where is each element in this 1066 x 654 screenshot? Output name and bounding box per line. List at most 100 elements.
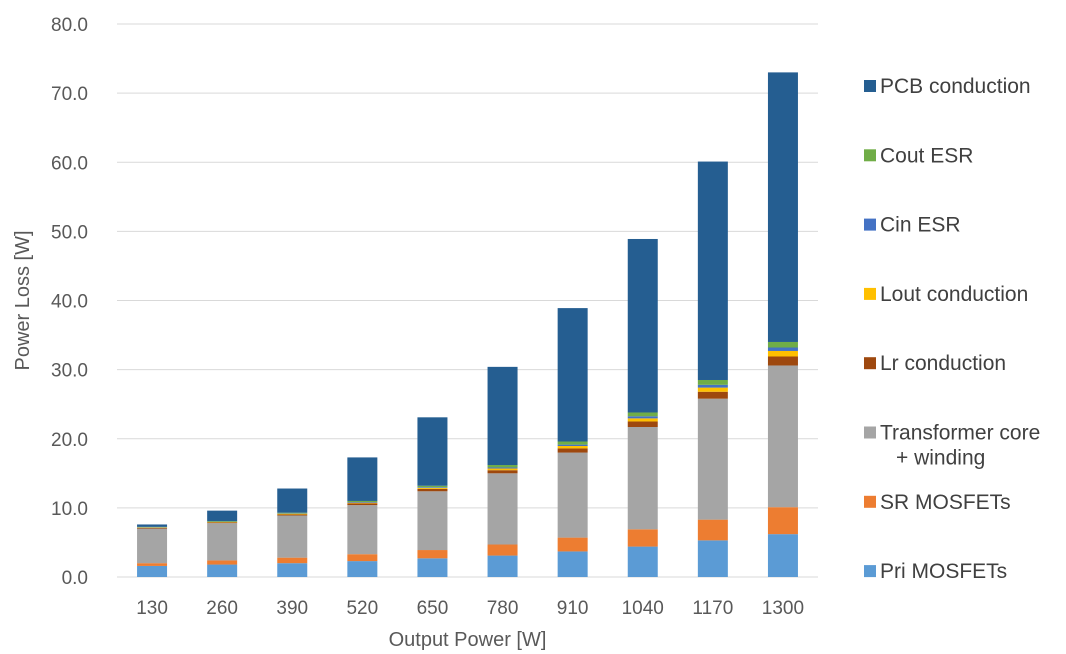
bar-segment — [487, 465, 518, 468]
legend-swatch — [864, 80, 876, 92]
bar-segment — [557, 448, 588, 453]
bar-segment — [487, 468, 518, 471]
x-tick-label: 1170 — [692, 598, 733, 619]
bar-segment — [417, 487, 448, 488]
bar-segment — [137, 524, 168, 527]
bar-segment — [697, 519, 728, 541]
bar-segment — [557, 444, 588, 447]
legend-item: Pri MOSFETs — [864, 560, 1007, 583]
bar-segment — [697, 161, 728, 380]
x-tick-label: 260 — [206, 598, 238, 619]
bar-segment — [627, 418, 658, 422]
legend-label: Cout ESR — [880, 144, 973, 167]
y-tick-label: 0.0 — [62, 568, 88, 589]
bar-segment — [767, 365, 798, 508]
bar-stack-130 — [137, 524, 168, 577]
x-axis-title: Output Power [W] — [389, 629, 547, 651]
bar-segment — [417, 491, 448, 551]
y-axis-title: Power Loss [W] — [12, 230, 34, 370]
legend-label: Transformer core + winding — [880, 422, 1040, 470]
bar-segment — [207, 510, 238, 522]
bar-segment — [277, 557, 308, 564]
bar-segment — [627, 426, 658, 530]
bar-segment — [207, 560, 238, 565]
bar-segment — [557, 446, 588, 449]
bar-segment — [627, 546, 658, 577]
y-tick-label: 60.0 — [51, 153, 88, 174]
bar-stack-780 — [487, 366, 518, 577]
bar-segment — [347, 505, 378, 555]
y-tick-label: 10.0 — [51, 499, 88, 520]
bar-segment — [767, 350, 798, 357]
bar-segment — [697, 391, 728, 399]
gridlines — [117, 23, 818, 578]
bar-segment — [137, 527, 168, 529]
legend-swatch — [864, 357, 876, 370]
x-tick-label: 520 — [346, 598, 378, 619]
bar-segment — [207, 521, 238, 522]
legend-item: Cin ESR — [864, 214, 961, 237]
bar-stack-1170 — [697, 161, 728, 577]
x-tick-label: 910 — [557, 598, 589, 619]
legend-item: PCB conduction — [864, 75, 1031, 98]
bar-segment — [767, 72, 798, 342]
bar-segment — [487, 555, 518, 577]
legend: PCB conduction Cout ESR Cin ESR Lout conduc… — [864, 75, 1040, 583]
x-tick-label: 650 — [417, 598, 449, 619]
bar-segment — [627, 412, 658, 417]
bar-segment — [207, 522, 238, 524]
y-tick-label: 70.0 — [51, 84, 88, 105]
legend-item: SR MOSFETs — [864, 491, 1011, 514]
bar-segment — [487, 470, 518, 474]
legend-item: Lout conduction — [864, 283, 1028, 306]
y-tick-label: 40.0 — [51, 292, 88, 313]
legend-swatch — [864, 149, 876, 162]
bar-segment — [207, 564, 238, 577]
legend-swatch — [864, 426, 876, 439]
legend-label: Pri MOSFETs — [880, 560, 1007, 583]
bar-segment — [767, 356, 798, 366]
bar-stack-260 — [207, 510, 238, 577]
bar-segment — [347, 502, 378, 504]
legend-item: Cout ESR — [864, 144, 973, 167]
legend-label: SR MOSFETs — [880, 491, 1011, 514]
bar-segment — [277, 563, 308, 577]
bar-segment — [277, 513, 308, 515]
bar-segment — [417, 487, 448, 489]
bar-segment — [277, 514, 308, 516]
legend-swatch — [864, 565, 876, 578]
bar-segment — [417, 485, 448, 488]
bar-stacks — [137, 72, 798, 577]
bar-segment — [347, 500, 378, 502]
bar-stack-520 — [347, 457, 378, 577]
bar-segment — [417, 417, 448, 486]
bar-segment — [347, 561, 378, 577]
legend-label: Lr conduction — [880, 352, 1006, 375]
bar-segment — [277, 512, 308, 514]
bar-segment — [627, 421, 658, 427]
bar-segment — [277, 488, 308, 513]
bar-segment — [767, 341, 798, 348]
bar-segment — [627, 238, 658, 413]
legend-label: PCB conduction — [880, 75, 1031, 98]
bar-segment — [137, 528, 168, 564]
bar-stack-650 — [417, 417, 448, 577]
bar-segment — [137, 565, 168, 577]
bar-segment — [487, 467, 518, 469]
legend-label: Lout conduction — [880, 283, 1028, 306]
x-tick-label: 1040 — [622, 598, 664, 619]
bar-segment — [557, 452, 588, 538]
bar-segment — [697, 384, 728, 388]
legend-item: Lr conduction — [864, 352, 1006, 375]
legend-swatch — [864, 287, 876, 300]
x-axis-ticks: 130 260 390 520 650 780 910 1040 1170 1300 — [136, 598, 804, 619]
legend-swatch — [864, 218, 876, 231]
bar-segment — [557, 551, 588, 577]
bar-segment — [627, 416, 658, 419]
bar-segment — [487, 366, 518, 466]
bar-segment — [347, 457, 378, 501]
bar-segment — [697, 540, 728, 577]
bar-segment — [627, 529, 658, 547]
